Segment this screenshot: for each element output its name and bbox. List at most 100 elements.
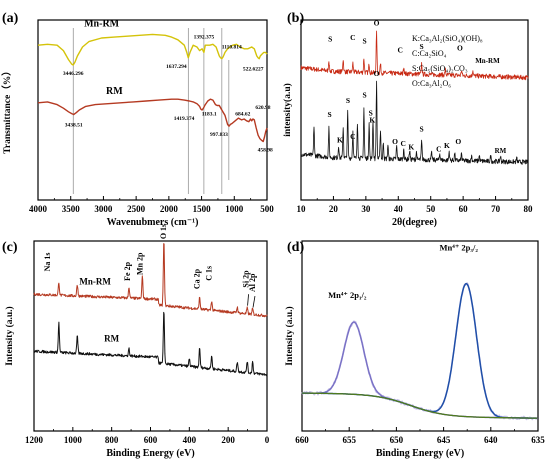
x-tick-label: 30 xyxy=(361,204,371,214)
peak-annotation: 3438.51 xyxy=(65,123,83,129)
peak-label: Mn⁴⁺ 2p₃/₂ xyxy=(440,243,479,253)
x-axis-label: Binding Energy (eV) xyxy=(376,448,464,459)
panel-tag: (b) xyxy=(287,11,304,26)
peak-annotation: 1637.294 xyxy=(166,64,187,70)
arrow-si xyxy=(247,294,249,306)
series-line-mn-rm xyxy=(33,243,268,318)
x-tick-label: 1000 xyxy=(64,435,83,445)
x-tick-label: 200 xyxy=(221,435,235,445)
x-tick-label: 635 xyxy=(531,435,545,445)
element-label: Mn 2p xyxy=(135,252,144,275)
series-line-rm xyxy=(37,98,268,143)
x-tick-label: 0 xyxy=(265,435,270,445)
peak-fit-mn-2p1-2 xyxy=(301,321,538,419)
phase-label: C xyxy=(436,144,441,153)
panel-a: (a) 4000 3500 3000 2500 2000 1500 1000 500 Wavenu… xyxy=(1,11,274,228)
x-tick-label: 2000 xyxy=(160,204,179,214)
phase-label: O xyxy=(455,137,461,146)
phase-label: O xyxy=(374,18,380,27)
phase-label: K xyxy=(369,116,375,125)
element-label: Si 2p xyxy=(242,270,251,288)
y-axis-label: Intensity (a.u.) xyxy=(4,306,15,365)
peak-annotation: 1110.814 xyxy=(222,45,242,51)
phase-label: S xyxy=(327,110,331,119)
plot-frame xyxy=(300,19,529,201)
x-tick-label: 1000 xyxy=(225,204,244,214)
panel-c: (c) 1200 1000 800 600 400 200 0 Binding Energy (… xyxy=(2,224,270,459)
peak-annotation: 3446.296 xyxy=(63,71,84,77)
x-tick-label: 70 xyxy=(491,204,501,214)
x-tick-label: 60 xyxy=(459,204,469,214)
element-label: Na 1s xyxy=(43,252,52,271)
panel-tag: (c) xyxy=(2,240,18,255)
series-label: Mn-RM xyxy=(84,18,120,29)
plot-frame xyxy=(301,240,539,432)
phase-label: S xyxy=(420,125,424,134)
panel-d: (d) 660 655 650 645 640 635 Binding Energy (eV)… xyxy=(284,240,545,459)
phase-legend-entry: C:Ca₂SiO₄ xyxy=(412,49,447,58)
peak-annotation: 684.62 xyxy=(235,112,250,118)
phase-label: K xyxy=(444,141,450,150)
phase-label: S xyxy=(369,108,373,117)
series-label: RM xyxy=(104,334,119,344)
series-label: Mn-RM xyxy=(79,277,111,287)
panel-tag: (d) xyxy=(287,240,304,255)
series-line-mn-rm xyxy=(300,30,529,81)
x-tick-label: 800 xyxy=(105,435,119,445)
peak-annotation: 522.6227 xyxy=(243,67,264,73)
x-tick-label: 655 xyxy=(342,435,356,445)
x-tick-label: 1200 xyxy=(25,435,44,445)
peak-annotation: 1183.1 xyxy=(202,112,217,118)
panel-tag: (a) xyxy=(2,11,19,26)
peak-fit-mn-2p3-2 xyxy=(301,282,538,419)
phase-label: K xyxy=(337,135,343,144)
phase-label: C xyxy=(350,132,355,141)
phase-label: S xyxy=(362,90,366,99)
phase-legend-entry: K:Ca₃Al₂(SiO₄)(OH)₈ xyxy=(412,34,483,43)
series-line-rm xyxy=(300,80,529,165)
phase-label: C xyxy=(350,33,355,42)
series-line-mn-rm xyxy=(37,33,268,66)
x-tick-label: 2500 xyxy=(127,204,146,214)
phase-label: S xyxy=(362,36,366,45)
x-tick-label: 600 xyxy=(144,435,158,445)
series-line-rm xyxy=(33,311,268,377)
x-tick-label: 500 xyxy=(260,204,274,214)
element-label: Ca 2p xyxy=(193,268,202,289)
phase-label: O xyxy=(392,137,398,146)
y-axis-label: Transmittance（%） xyxy=(1,66,13,153)
peak-annotation: 1392.375 xyxy=(194,34,215,40)
phase-label: O xyxy=(457,44,463,53)
x-tick-label: 3500 xyxy=(62,204,81,214)
peak-annotation: 458.98 xyxy=(258,148,273,154)
x-axis-label: 2θ(degree) xyxy=(392,217,437,228)
phase-label: RM xyxy=(495,147,507,155)
x-tick-label: 40 xyxy=(394,204,404,214)
plot-frame xyxy=(33,240,268,432)
peak-annotation: 620.98 xyxy=(255,105,270,111)
phase-label: C xyxy=(400,139,405,148)
x-tick-label: 80 xyxy=(524,204,534,214)
phase-label: O xyxy=(374,69,380,78)
x-tick-label: 660 xyxy=(295,435,309,445)
x-tick-label: 50 xyxy=(426,204,436,214)
element-label: O 1s xyxy=(159,224,168,239)
peak-annotation: 997.833 xyxy=(210,132,228,138)
phase-legend-entry: O:Ca₃Al₂O₆ xyxy=(412,79,451,88)
x-tick-label: 1500 xyxy=(193,204,212,214)
phase-label: Mn-RM xyxy=(475,57,500,65)
x-tick-label: 640 xyxy=(484,435,498,445)
y-axis-label: intensity(a.u) xyxy=(282,83,293,137)
phase-label: S xyxy=(328,35,332,44)
x-tick-label: 645 xyxy=(437,435,451,445)
envelope-line xyxy=(301,282,538,421)
element-label: C 1s xyxy=(205,266,214,281)
phase-label: S xyxy=(346,96,350,105)
x-tick-label: 400 xyxy=(183,435,197,445)
x-tick-label: 650 xyxy=(390,435,404,445)
background-line xyxy=(301,392,538,419)
x-axis-label: Wavenubmers (cm⁻¹) xyxy=(107,217,199,228)
y-axis-label: Intensity (a.u.) xyxy=(284,306,295,365)
phase-label: C xyxy=(398,45,403,54)
